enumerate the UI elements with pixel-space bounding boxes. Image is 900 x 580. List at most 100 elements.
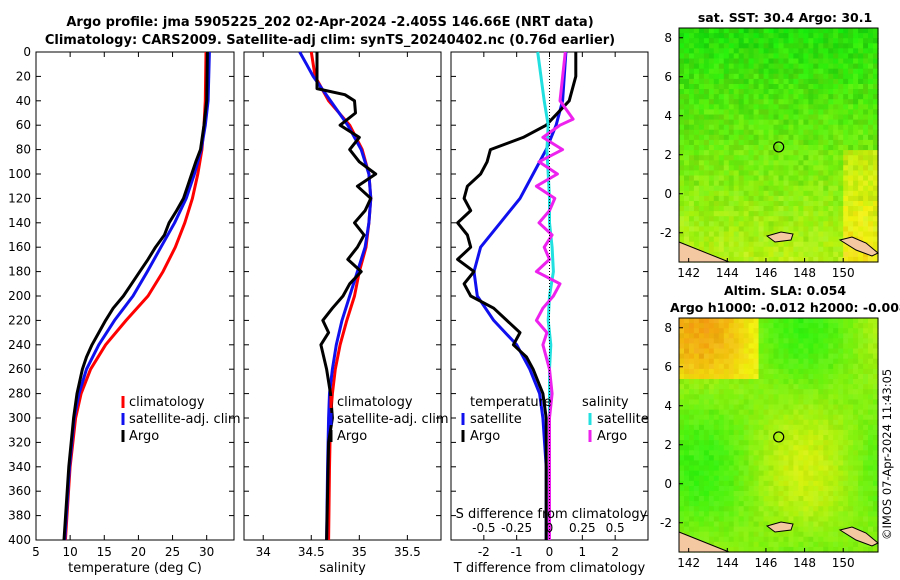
sla_map-cell (803, 374, 809, 380)
sla_map-cell (853, 379, 859, 385)
sst_map-cell (743, 124, 750, 131)
sla_map-cell (703, 501, 710, 507)
sst_map-cell (778, 221, 785, 227)
sla_map-cell (813, 414, 819, 421)
sla_map-cell (858, 465, 864, 472)
sla_map-cell (758, 404, 765, 411)
sla_map-cell (798, 323, 804, 329)
sst_map-cell (843, 231, 849, 238)
sla-map-subtitle: Argo h1000: -0.012 h2000: -0.008 (670, 300, 900, 315)
sla_map-cell (803, 526, 809, 533)
sst_map-cell (863, 206, 869, 212)
sla_map-cell (803, 460, 809, 467)
sst_map-cell (793, 201, 799, 207)
sla_map-cell (723, 374, 730, 380)
sst_map-xtick-label: 150 (832, 266, 855, 280)
sla_map-cell (768, 435, 775, 441)
sst_map-cell (703, 221, 710, 227)
sla_map-cell (723, 541, 730, 548)
sst_map-cell (833, 236, 839, 243)
sla_map-cell (813, 318, 819, 324)
sla_map-cell (733, 485, 740, 492)
sla_map-cell (818, 501, 824, 507)
sla_map-cell (873, 496, 879, 502)
sla_map-cell (768, 516, 775, 523)
sst_map-cell (858, 231, 864, 238)
sst_map-cell (748, 139, 755, 146)
sst_map-cell (793, 165, 799, 171)
sst_map-cell (778, 256, 785, 263)
sla_map-cell (684, 338, 690, 344)
sst_map-cell (788, 175, 795, 182)
sla_map-cell (689, 348, 695, 355)
sla_map-cell (858, 358, 864, 365)
sst_map-cell (693, 185, 700, 192)
sst_map-cell (698, 68, 705, 75)
sst_map-cell (858, 185, 864, 192)
sst_map-cell (684, 190, 690, 197)
sst_map-cell (708, 165, 715, 171)
sst_map-cell (798, 226, 804, 233)
sst_map-cell (684, 175, 690, 182)
sla_map-cell (788, 328, 795, 334)
sst_map-cell (863, 231, 869, 238)
sla_map-cell (818, 414, 824, 421)
sla_map-cell (718, 338, 725, 344)
sst_map-cell (838, 84, 844, 90)
sst_map-cell (693, 94, 700, 100)
sla_map-cell (808, 491, 814, 497)
sst_map-cell (753, 48, 760, 54)
sst_map-cell (803, 216, 809, 222)
sst_map-cell (868, 236, 874, 243)
sst_map-cell (723, 185, 730, 192)
sla_map-cell (703, 399, 710, 406)
sla_map-cell (813, 480, 819, 487)
sst_map-cell (743, 231, 750, 238)
sla_map-cell (768, 470, 775, 477)
sst_map-cell (773, 246, 780, 253)
sla_map-cell (733, 450, 740, 456)
depth-tick-label: 380 (8, 509, 31, 523)
sla_map-cell (748, 429, 755, 436)
sla_map-cell (758, 363, 765, 370)
sla_map-cell (698, 450, 705, 456)
sst_map-cell (773, 48, 780, 54)
sst_map-cell (828, 129, 834, 136)
difference-xlabel: T difference from climatology (453, 561, 646, 576)
sla_map-cell (783, 536, 790, 543)
sst_map-cell (868, 139, 874, 146)
sla_map-cell (843, 424, 849, 431)
sla_map-cell (718, 379, 725, 385)
sst_map-cell (758, 139, 765, 146)
sst_map-cell (679, 221, 685, 227)
sst_map-cell (679, 226, 685, 233)
sla_map-cell (788, 343, 795, 350)
sla_map-cell (684, 501, 690, 507)
sla_map-cell (763, 358, 770, 365)
sla_map-cell (679, 358, 685, 365)
sla_map-cell (684, 465, 690, 472)
sst_map-cell (858, 251, 864, 258)
sst_map-cell (689, 211, 695, 217)
depth-tick-label: 320 (8, 435, 31, 449)
sst_map-cell (684, 124, 690, 131)
sst_map-cell (868, 145, 874, 151)
sst_map-cell (833, 139, 839, 146)
sst_map-cell (693, 109, 700, 116)
sla_map-cell (698, 338, 705, 344)
sla_map-cell (843, 536, 849, 543)
sst_map-cell (763, 94, 770, 100)
sla_map-cell (743, 450, 750, 456)
sst_map-cell (848, 201, 854, 207)
sst_map-cell (823, 236, 829, 243)
sla_map-cell (863, 475, 869, 482)
sla_map-cell (748, 485, 755, 492)
sst_map-cell (723, 73, 730, 80)
sla_map-cell (748, 546, 755, 553)
sla_map-cell (828, 475, 834, 482)
sst_map-cell (698, 175, 705, 182)
sla_map-cell (768, 404, 775, 411)
sla_map-cell (788, 399, 795, 406)
sst_map-cell (813, 221, 819, 227)
sla_map-cell (873, 470, 879, 477)
